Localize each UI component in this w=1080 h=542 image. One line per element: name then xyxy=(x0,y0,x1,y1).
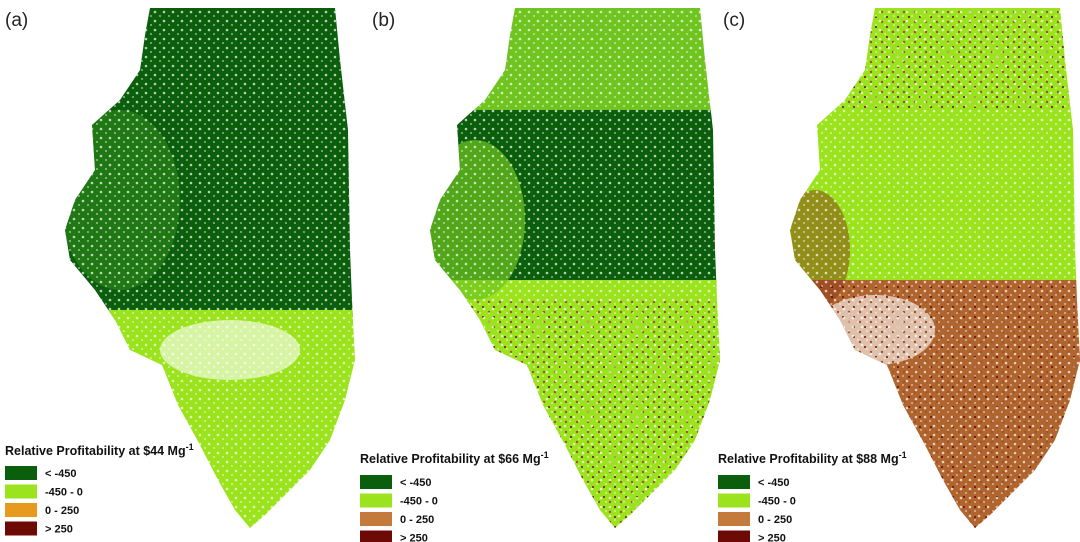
legend-swatch xyxy=(360,475,392,489)
legend-swatch xyxy=(5,466,37,480)
legend-swatch xyxy=(5,521,37,536)
map-a xyxy=(65,8,355,528)
legend-swatch xyxy=(718,512,750,526)
legend-swatch xyxy=(5,503,37,517)
legend-label: > 250 xyxy=(400,533,428,542)
legend-label: < -450 xyxy=(400,477,432,489)
legend-title-text: Relative Profitability at $44 Mg xyxy=(5,444,186,458)
legend-title-sup: -1 xyxy=(186,442,194,452)
legend-label: > 250 xyxy=(758,533,786,542)
legend-label: 0 - 250 xyxy=(758,514,792,526)
legend-title-text: Relative Profitability at $88 Mg xyxy=(718,452,899,466)
legend-swatch xyxy=(360,512,392,526)
legend-label: -450 - 0 xyxy=(758,496,796,508)
legend-swatch xyxy=(718,530,750,542)
legend-swatch xyxy=(360,530,392,542)
legend-title: Relative Profitability at $66 Mg-1 xyxy=(360,450,549,466)
panel-label: (b) xyxy=(372,10,395,31)
legend-label: 0 - 250 xyxy=(45,505,79,517)
legend-label: < -450 xyxy=(758,477,790,489)
legend-title-sup: -1 xyxy=(899,450,907,460)
legend-label: 0 - 250 xyxy=(400,514,434,526)
legend-swatch xyxy=(718,475,750,489)
legend-swatch xyxy=(5,484,37,499)
legend-label: > 250 xyxy=(45,524,73,536)
legend-title: Relative Profitability at $44 Mg-1 xyxy=(5,442,194,458)
legend-title: Relative Profitability at $88 Mg-1 xyxy=(718,450,907,466)
legend-title-text: Relative Profitability at $66 Mg xyxy=(360,452,541,466)
legend-swatch xyxy=(360,493,392,508)
panel-label: (a) xyxy=(5,10,28,31)
legend-label: < -450 xyxy=(45,468,77,480)
panel-label: (c) xyxy=(723,10,745,31)
legend-title-sup: -1 xyxy=(541,450,549,460)
legend-label: -450 - 0 xyxy=(400,496,438,508)
legend-label: -450 - 0 xyxy=(45,487,83,499)
legend-swatch xyxy=(718,493,750,508)
